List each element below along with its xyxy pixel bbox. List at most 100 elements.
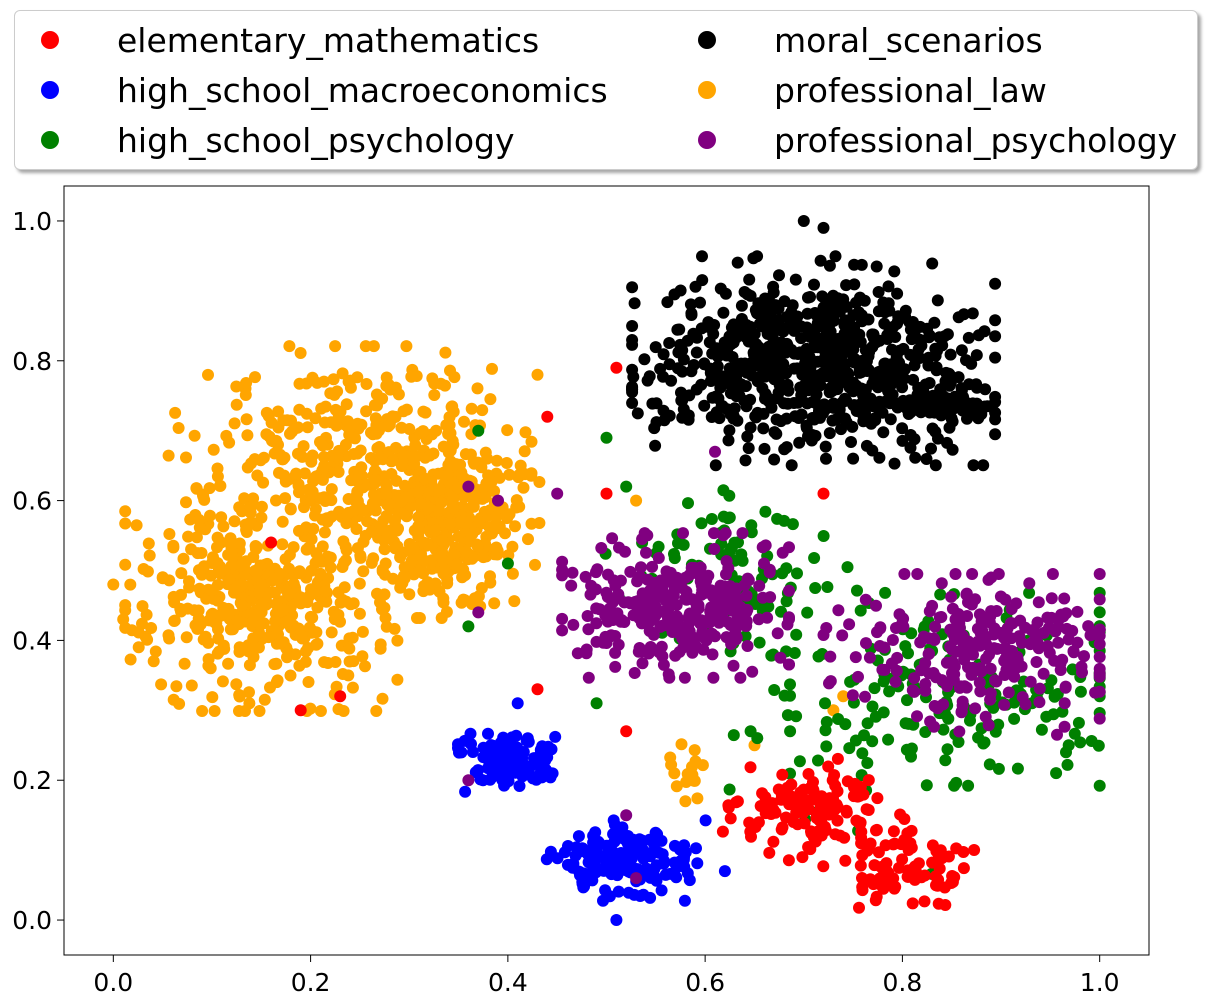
data-point bbox=[718, 865, 731, 878]
data-point bbox=[896, 381, 909, 394]
data-point bbox=[628, 297, 641, 310]
data-point bbox=[871, 366, 884, 379]
data-point bbox=[932, 897, 945, 910]
data-point bbox=[211, 462, 224, 475]
data-point bbox=[156, 572, 169, 585]
data-point bbox=[140, 608, 153, 621]
data-point bbox=[866, 700, 879, 713]
data-point bbox=[893, 608, 906, 621]
data-point bbox=[888, 837, 901, 850]
data-point bbox=[854, 336, 867, 348]
data-point bbox=[926, 856, 939, 869]
data-point bbox=[852, 306, 865, 319]
data-point bbox=[980, 638, 993, 651]
data-point bbox=[862, 774, 875, 787]
data-point bbox=[300, 543, 313, 556]
data-point bbox=[266, 434, 278, 447]
data-point bbox=[724, 812, 737, 825]
data-point bbox=[859, 690, 871, 703]
data-point bbox=[257, 451, 270, 464]
legend-label-moral-scenarios: moral_scenarios bbox=[774, 20, 1043, 60]
data-point bbox=[933, 331, 946, 344]
data-point bbox=[342, 493, 355, 505]
data-point bbox=[791, 310, 804, 323]
data-point bbox=[525, 467, 538, 480]
data-point bbox=[609, 646, 622, 659]
data-point bbox=[206, 557, 218, 569]
data-point bbox=[668, 552, 681, 565]
data-point bbox=[477, 551, 490, 564]
data-point bbox=[213, 479, 226, 492]
data-point bbox=[768, 426, 781, 439]
data-point bbox=[962, 779, 975, 792]
data-point bbox=[808, 552, 821, 564]
data-point bbox=[241, 429, 254, 442]
data-point bbox=[918, 394, 931, 407]
data-point bbox=[291, 421, 303, 434]
data-point bbox=[935, 674, 948, 687]
data-point bbox=[870, 824, 882, 837]
data-point bbox=[467, 499, 480, 511]
data-point bbox=[1055, 608, 1068, 621]
data-point bbox=[196, 705, 209, 717]
data-point bbox=[1093, 651, 1106, 663]
data-point bbox=[967, 661, 980, 674]
data-point bbox=[741, 640, 754, 652]
data-point bbox=[465, 402, 478, 415]
data-point bbox=[847, 399, 860, 412]
data-point bbox=[840, 300, 853, 313]
data-point bbox=[289, 648, 302, 661]
data-point bbox=[255, 500, 268, 513]
data-point bbox=[867, 878, 880, 891]
data-point bbox=[620, 480, 633, 493]
data-point bbox=[297, 440, 310, 453]
data-point bbox=[641, 869, 654, 882]
data-point bbox=[710, 390, 722, 403]
data-point bbox=[763, 393, 776, 405]
data-point bbox=[679, 846, 692, 859]
data-point bbox=[949, 568, 962, 580]
data-point bbox=[204, 662, 217, 675]
data-point bbox=[657, 404, 670, 417]
data-point bbox=[984, 662, 997, 675]
data-point bbox=[353, 577, 366, 590]
data-point bbox=[541, 410, 554, 423]
data-point bbox=[1054, 657, 1067, 670]
data-point bbox=[318, 656, 331, 669]
data-point bbox=[801, 606, 814, 619]
data-point bbox=[989, 390, 1002, 403]
data-point bbox=[1093, 623, 1106, 636]
data-point bbox=[945, 412, 958, 425]
data-point bbox=[1051, 728, 1063, 741]
data-point bbox=[846, 689, 859, 702]
data-point bbox=[566, 566, 579, 579]
data-point bbox=[848, 781, 860, 794]
data-point bbox=[646, 397, 659, 410]
data-point bbox=[908, 326, 921, 339]
data-point bbox=[459, 785, 472, 798]
data-point bbox=[885, 657, 898, 670]
data-point bbox=[414, 549, 427, 562]
data-point bbox=[477, 751, 490, 764]
data-point bbox=[620, 809, 633, 822]
data-point bbox=[370, 427, 383, 440]
data-point bbox=[931, 294, 944, 307]
data-point bbox=[759, 357, 772, 370]
data-point bbox=[757, 407, 770, 420]
data-point bbox=[790, 628, 803, 641]
data-point bbox=[369, 464, 381, 477]
data-point bbox=[783, 798, 796, 811]
data-point bbox=[529, 558, 541, 571]
data-point bbox=[270, 494, 282, 507]
y-tick-label: 0.2 bbox=[12, 766, 52, 795]
data-point bbox=[147, 655, 160, 668]
data-point bbox=[1037, 626, 1050, 639]
data-point bbox=[928, 406, 941, 419]
series-elementary-mathematics bbox=[265, 361, 981, 914]
data-point bbox=[641, 374, 654, 387]
data-point bbox=[300, 407, 313, 420]
data-point bbox=[204, 569, 217, 582]
data-point bbox=[347, 448, 360, 460]
data-point bbox=[422, 501, 435, 514]
data-point bbox=[462, 620, 475, 633]
